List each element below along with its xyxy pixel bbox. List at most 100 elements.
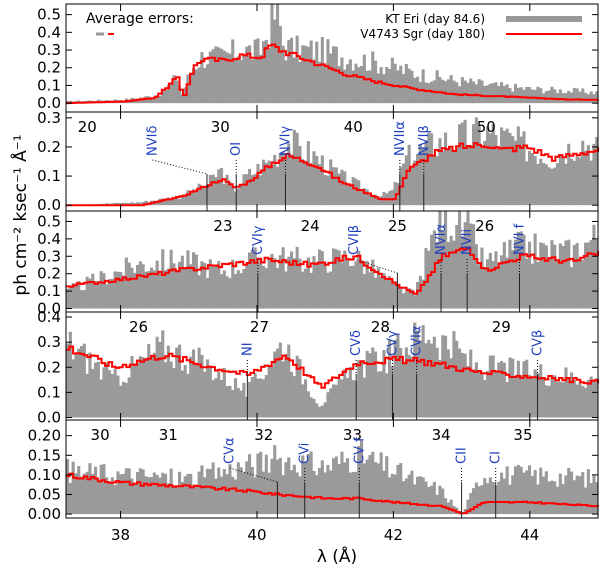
kt-eri-bin xyxy=(340,451,344,515)
kt-eri-bin xyxy=(379,196,383,206)
kt-eri-bin xyxy=(161,472,165,515)
line-id-label: NI xyxy=(240,342,255,356)
kt-eri-bin xyxy=(94,362,98,418)
kt-eri-bin xyxy=(435,242,439,309)
line-id-label: CI xyxy=(489,451,504,464)
kt-eri-bin xyxy=(533,90,537,104)
kt-eri-bin xyxy=(332,384,336,418)
kt-eri-bin xyxy=(553,481,557,515)
kt-eri-bin xyxy=(388,477,392,515)
kt-eri-bin xyxy=(138,356,142,418)
kt-eri-bin xyxy=(175,196,179,206)
kt-eri-bin xyxy=(231,390,235,418)
kt-eri-bin xyxy=(371,259,375,309)
kt-eri-bin xyxy=(567,90,571,104)
line-id-label: NVI f xyxy=(513,223,528,255)
kt-eri-bin xyxy=(152,352,156,418)
kt-eri-bin xyxy=(164,270,168,309)
kt-eri-bin xyxy=(200,465,204,515)
kt-eri-bin xyxy=(124,382,128,418)
kt-eri-bin xyxy=(430,343,434,418)
wavelength-label: 28 xyxy=(371,318,390,336)
kt-eri-bin xyxy=(441,488,445,515)
kt-eri-bin xyxy=(502,478,506,515)
kt-eri-bin xyxy=(245,174,249,206)
kt-eri-bin xyxy=(150,97,154,104)
kt-eri-bin xyxy=(298,359,302,418)
kt-eri-bin xyxy=(497,146,501,206)
kt-eri-bin xyxy=(413,322,417,418)
kt-eri-bin xyxy=(197,67,201,104)
kt-eri-bin xyxy=(315,155,319,206)
kt-eri-bin xyxy=(306,391,310,418)
kt-eri-bin xyxy=(570,158,574,206)
kt-eri-bin xyxy=(466,145,470,206)
kt-eri-bin xyxy=(110,477,114,515)
kt-eri-bin xyxy=(371,451,375,515)
kt-eri-bin xyxy=(382,470,386,515)
kt-eri-bin xyxy=(561,484,565,515)
kt-eri-bin xyxy=(312,256,316,309)
kt-eri-bin xyxy=(413,160,417,206)
kt-eri-bin xyxy=(290,251,294,309)
kt-eri-bin xyxy=(239,60,243,104)
kt-eri-bin xyxy=(136,264,140,309)
kt-eri-bin xyxy=(547,481,551,515)
kt-eri-bin xyxy=(360,362,364,418)
kt-eri-bin xyxy=(385,456,389,515)
kt-eri-bin xyxy=(245,46,249,104)
kt-eri-bin xyxy=(138,261,142,309)
kt-eri-bin xyxy=(351,70,355,104)
kt-eri-bin xyxy=(116,471,120,515)
kt-eri-bin xyxy=(180,196,184,206)
kt-eri-bin xyxy=(458,211,462,309)
kt-eri-bin xyxy=(236,270,240,309)
legend-entry-1-label: KT Eri (day 84.6) xyxy=(385,12,485,26)
kt-eri-bin xyxy=(164,90,168,104)
kt-eri-bin xyxy=(127,262,131,309)
kt-eri-bin xyxy=(250,175,254,206)
kt-eri-bin xyxy=(424,343,428,418)
kt-eri-bin xyxy=(589,376,593,418)
kt-eri-bin xyxy=(337,464,341,515)
kt-eri-bin xyxy=(248,252,252,309)
kt-eri-bin xyxy=(259,258,263,309)
kt-eri-bin xyxy=(547,257,551,309)
kt-eri-bin xyxy=(220,379,224,418)
kt-eri-bin xyxy=(318,61,322,104)
kt-eri-bin xyxy=(169,199,173,206)
kt-eri-bin xyxy=(278,152,282,206)
kt-eri-bin xyxy=(449,75,453,104)
kt-eri-bin xyxy=(516,231,520,309)
kt-eri-bin xyxy=(234,273,238,309)
kt-eri-bin xyxy=(284,60,288,104)
wavelength-label: 31 xyxy=(159,426,178,444)
kt-eri-bin xyxy=(262,265,266,309)
kt-eri-bin xyxy=(194,365,198,418)
kt-eri-bin xyxy=(500,127,504,206)
kt-eri-bin xyxy=(427,132,431,206)
kt-eri-bin xyxy=(404,291,408,309)
v4743-sgr-curve xyxy=(66,247,599,295)
kt-eri-bin xyxy=(550,168,554,206)
kt-eri-bin xyxy=(337,378,341,418)
kt-eri-bin xyxy=(511,358,515,418)
kt-eri-bin xyxy=(544,471,548,515)
kt-eri-bin xyxy=(312,470,316,515)
kt-eri-bin xyxy=(500,82,504,104)
kt-eri-bin xyxy=(556,381,560,418)
kt-eri-bin xyxy=(287,256,291,309)
kt-eri-bin xyxy=(477,264,481,309)
kt-eri-bin xyxy=(536,261,540,309)
kt-eri-bin xyxy=(276,267,280,309)
kt-eri-bin xyxy=(222,469,226,515)
kt-eri-bin xyxy=(144,200,148,206)
kt-eri-bin xyxy=(259,54,263,104)
kt-eri-bin xyxy=(105,477,109,515)
kt-eri-bin xyxy=(169,468,173,515)
kt-eri-bin xyxy=(480,247,484,309)
kt-eri-bin xyxy=(183,268,187,309)
kt-eri-bin xyxy=(287,143,291,206)
kt-eri-bin xyxy=(561,382,565,418)
kt-eri-bin xyxy=(446,79,450,104)
